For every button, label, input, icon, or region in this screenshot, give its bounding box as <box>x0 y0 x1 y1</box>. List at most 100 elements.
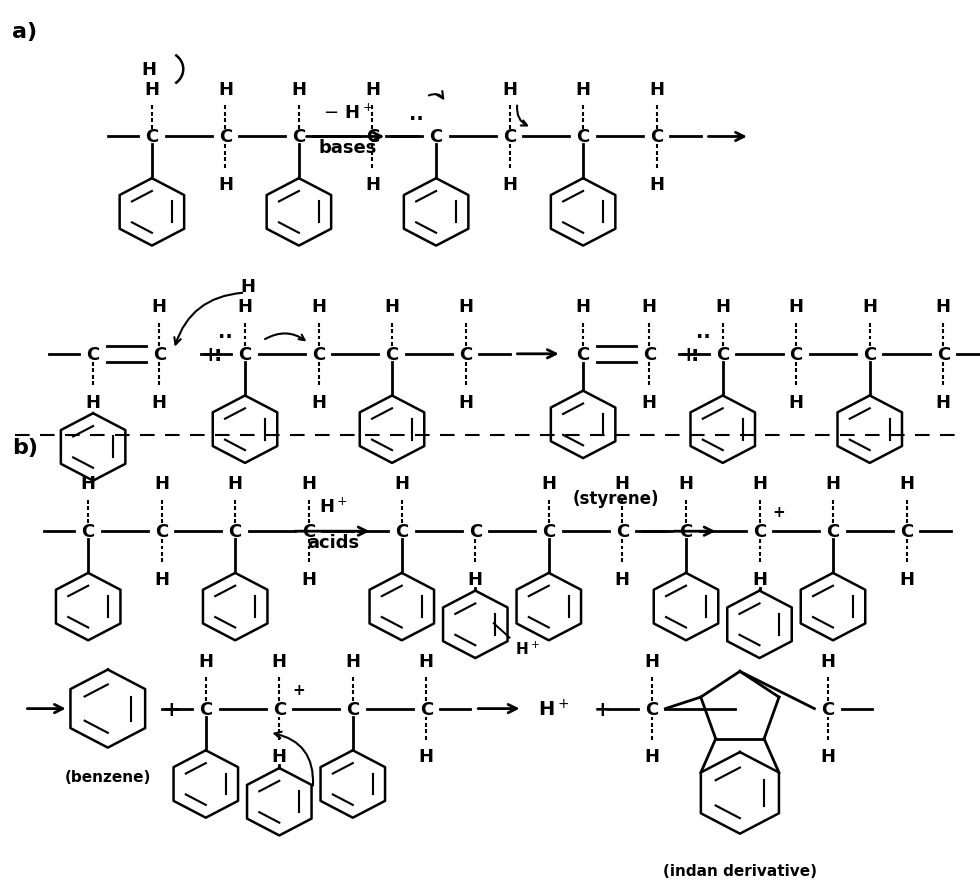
Text: C: C <box>937 346 950 363</box>
Text: C: C <box>429 128 443 146</box>
Text: H: H <box>575 81 591 98</box>
Text: C: C <box>219 128 232 146</box>
Text: H: H <box>936 393 951 411</box>
Text: H: H <box>154 571 170 588</box>
Text: C: C <box>419 700 433 718</box>
Text: b): b) <box>12 438 38 458</box>
Text: H: H <box>394 475 410 493</box>
Text: H: H <box>467 571 483 588</box>
Text: C: C <box>790 346 803 363</box>
Text: H: H <box>227 475 243 493</box>
Text: H: H <box>301 475 317 493</box>
Text: H: H <box>715 298 730 315</box>
Text: H: H <box>311 393 326 411</box>
Text: H: H <box>649 176 664 194</box>
Text: C: C <box>468 523 482 540</box>
Text: H: H <box>899 475 914 493</box>
Text: C: C <box>86 346 100 363</box>
Text: H: H <box>502 81 517 98</box>
Text: H: H <box>541 475 557 493</box>
Text: H: H <box>789 298 804 315</box>
Text: H: H <box>144 81 160 98</box>
Text: (indan derivative): (indan derivative) <box>662 864 817 878</box>
Text: H: H <box>418 748 434 766</box>
Text: +: + <box>163 699 180 719</box>
Text: H: H <box>152 298 167 315</box>
Text: ··: ·· <box>696 327 710 346</box>
Text: H: H <box>218 81 233 98</box>
Text: H$^+$: H$^+$ <box>318 497 348 517</box>
Text: H: H <box>644 748 660 766</box>
Text: C: C <box>645 700 659 718</box>
Text: +: + <box>292 682 306 696</box>
Text: +: + <box>594 699 612 719</box>
Text: C: C <box>643 346 656 363</box>
Text: C: C <box>576 346 590 363</box>
Text: H: H <box>218 176 233 194</box>
Text: H: H <box>345 652 361 670</box>
Text: H: H <box>311 298 326 315</box>
Text: H: H <box>825 475 841 493</box>
Text: H: H <box>642 393 657 411</box>
Text: H: H <box>752 571 767 588</box>
Text: H: H <box>458 298 473 315</box>
Text: H: H <box>198 652 214 670</box>
Text: C: C <box>542 523 556 540</box>
Text: :: : <box>214 345 221 364</box>
Text: H: H <box>862 298 877 315</box>
Text: C: C <box>753 523 766 540</box>
Text: +: + <box>772 505 786 519</box>
Text: C: C <box>459 346 472 363</box>
Text: H: H <box>271 748 287 766</box>
Text: C: C <box>679 523 693 540</box>
Text: H: H <box>85 393 101 411</box>
Text: ··: ·· <box>218 327 233 346</box>
Text: (benzene): (benzene) <box>65 769 151 783</box>
Text: H: H <box>365 81 380 98</box>
Text: H: H <box>820 748 836 766</box>
Text: C: C <box>155 523 169 540</box>
Text: H$^+$: H$^+$ <box>538 698 569 719</box>
Text: C: C <box>821 700 835 718</box>
Text: H: H <box>365 176 380 194</box>
Text: H: H <box>899 571 914 588</box>
Text: H: H <box>152 393 167 411</box>
Text: H: H <box>614 475 630 493</box>
Text: C: C <box>153 346 166 363</box>
Text: H: H <box>614 571 630 588</box>
Text: H: H <box>575 298 591 315</box>
Text: H: H <box>240 278 256 296</box>
Text: H: H <box>752 475 767 493</box>
Text: H: H <box>644 652 660 670</box>
Text: C: C <box>81 523 95 540</box>
Text: H$^+$: H$^+$ <box>514 640 540 657</box>
Text: C: C <box>302 523 316 540</box>
Text: C: C <box>385 346 399 363</box>
Text: H: H <box>642 298 657 315</box>
Text: H: H <box>141 61 157 79</box>
Text: C: C <box>228 523 242 540</box>
Text: C: C <box>199 700 213 718</box>
Text: H: H <box>291 81 307 98</box>
Text: H: H <box>301 571 317 588</box>
Text: C: C <box>576 128 590 146</box>
Text: H: H <box>502 176 517 194</box>
Text: C: C <box>826 523 840 540</box>
Text: acids: acids <box>307 533 360 551</box>
Text: C: C <box>650 128 663 146</box>
Text: C: C <box>272 700 286 718</box>
Text: H: H <box>271 652 287 670</box>
Text: H: H <box>418 652 434 670</box>
Text: :: : <box>691 345 700 364</box>
Text: bases: bases <box>318 139 377 157</box>
Text: C: C <box>292 128 306 146</box>
Text: C: C <box>145 128 159 146</box>
Text: (styrene): (styrene) <box>573 489 660 508</box>
Text: H: H <box>80 475 96 493</box>
Text: C: C <box>346 700 360 718</box>
Text: C: C <box>900 523 913 540</box>
Text: H: H <box>789 393 804 411</box>
Text: H: H <box>237 298 253 315</box>
Text: C: C <box>312 346 325 363</box>
Text: a): a) <box>12 22 37 43</box>
